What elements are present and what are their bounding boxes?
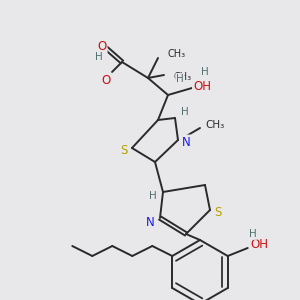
Text: H: H xyxy=(181,107,189,117)
Text: O: O xyxy=(101,74,111,86)
Text: H: H xyxy=(176,74,184,84)
Text: H: H xyxy=(149,191,157,201)
Text: N: N xyxy=(182,136,190,148)
Text: CH₃: CH₃ xyxy=(205,120,224,130)
Text: H: H xyxy=(95,52,103,62)
Text: OH: OH xyxy=(193,80,211,92)
Text: S: S xyxy=(214,206,222,218)
Text: O: O xyxy=(98,40,106,52)
Text: CH₃: CH₃ xyxy=(174,72,192,82)
Text: S: S xyxy=(120,143,128,157)
Text: N: N xyxy=(146,215,154,229)
Text: H: H xyxy=(249,229,256,239)
Text: H: H xyxy=(201,67,209,77)
Text: CH₃: CH₃ xyxy=(168,49,186,59)
Text: OH: OH xyxy=(251,238,269,250)
